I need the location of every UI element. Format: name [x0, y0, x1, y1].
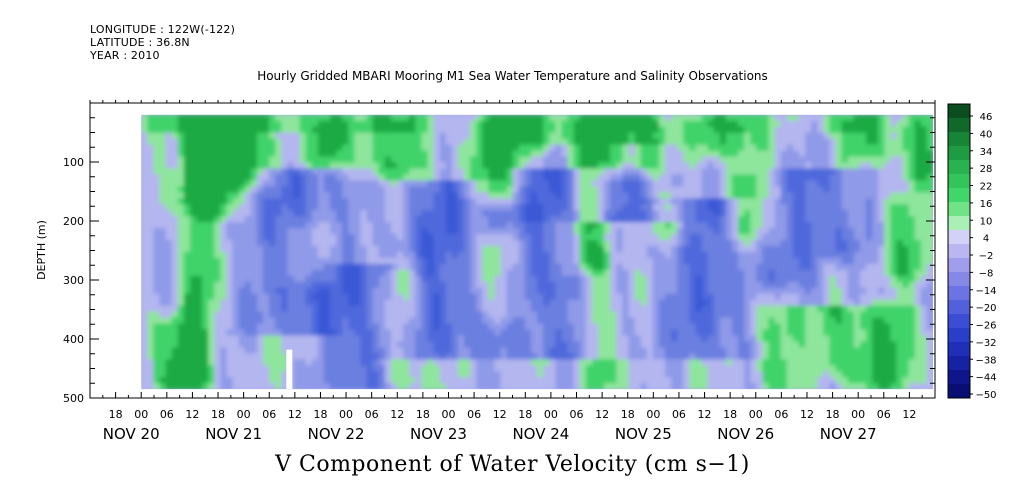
x-hour-tick-label: 06 — [877, 408, 891, 421]
x-hour-tick-label: 06 — [262, 408, 276, 421]
x-day-label: NOV 21 — [205, 425, 262, 443]
x-hour-tick-label: 12 — [595, 408, 609, 421]
x-hour-tick-label: 18 — [621, 408, 635, 421]
colorbar-border — [947, 103, 971, 399]
x-hour-tick-label: 06 — [774, 408, 788, 421]
colorbar: 46 40 34 28 22 16 10 4 −2 −8 −14 −20 −26 −32 −38 −44 −50 — [947, 103, 997, 401]
colorbar-label: −26 — [975, 321, 996, 332]
x-hour-tick-label: 12 — [288, 408, 302, 421]
colorbar-label: −32 — [975, 338, 996, 349]
x-hour-tick-label: 06 — [467, 408, 481, 421]
colorbar-label: 34 — [980, 147, 993, 158]
colorbar-label: 28 — [980, 164, 993, 175]
colorbar-label: 22 — [980, 182, 993, 193]
x-hour-tick-label: 00 — [339, 408, 353, 421]
y-tick-label: 200 — [63, 215, 84, 228]
x-day-label: NOV 24 — [512, 425, 569, 443]
variable-label: V Component of Water Velocity (cm s−1) — [275, 452, 750, 477]
x-hour-tick-label: 00 — [851, 408, 865, 421]
x-day-label: NOV 26 — [717, 425, 774, 443]
field-cells — [141, 114, 934, 390]
colorbar-label: 46 — [980, 112, 993, 123]
y-axis: 100 200 300 400 500 DEPTH (m) — [35, 117, 935, 405]
x-day-label: NOV 27 — [820, 425, 877, 443]
year-label: YEAR : 2010 — [90, 49, 160, 62]
x-hour-tick-label: 18 — [723, 408, 737, 421]
x-hour-tick-label: 12 — [698, 408, 712, 421]
x-hour-tick-label: 06 — [160, 408, 174, 421]
colorbar-label: 4 — [983, 234, 989, 245]
colorbar-label: −8 — [979, 268, 994, 279]
x-hour-tick-label: 00 — [441, 408, 455, 421]
x-hour-tick-label: 18 — [416, 408, 430, 421]
y-tick-label: 100 — [63, 156, 84, 169]
x-hour-tick-label: 12 — [902, 408, 916, 421]
x-hour-tick-label: 06 — [365, 408, 379, 421]
x-axis: 18 00 06 12 18 00 06 12 18 00 06 12 18 00 06 12 18 00 06 12… — [89, 392, 936, 443]
x-hour-tick-label: 12 — [390, 408, 404, 421]
y-tick-label: 300 — [63, 274, 84, 287]
y-axis-title: DEPTH (m) — [35, 220, 48, 280]
colorbar-label: −2 — [979, 251, 994, 262]
colorbar-label: 16 — [980, 199, 993, 210]
x-hour-tick-label: 00 — [544, 408, 558, 421]
x-hour-tick-label: 18 — [518, 408, 532, 421]
colorbar-label: 10 — [980, 216, 993, 227]
latitude-label: LATITUDE : 36.8N — [90, 36, 190, 49]
x-hour-tick-label: 06 — [672, 408, 686, 421]
x-hour-tick-label: 00 — [749, 408, 763, 421]
x-day-label: NOV 20 — [103, 425, 160, 443]
x-hour-tick-label: 12 — [185, 408, 199, 421]
x-hour-tick-label: 18 — [211, 408, 225, 421]
colorbar-label: −38 — [975, 355, 996, 366]
chart-title: Hourly Gridded MBARI Mooring M1 Sea Wate… — [257, 69, 768, 83]
x-hour-tick-label: 12 — [800, 408, 814, 421]
x-hour-tick-label: 18 — [313, 408, 327, 421]
data-gap — [286, 349, 293, 390]
longitude-label: LONGITUDE : 122W(-122) — [90, 23, 236, 36]
x-day-label: NOV 25 — [615, 425, 672, 443]
x-hour-tick-label: 06 — [570, 408, 584, 421]
x-hour-tick-label: 18 — [109, 408, 123, 421]
y-tick-label: 400 — [63, 333, 84, 346]
x-day-label: NOV 22 — [308, 425, 365, 443]
colorbar-label: −44 — [975, 373, 996, 384]
colorbar-label: −20 — [975, 303, 996, 314]
x-hour-tick-label: 18 — [826, 408, 840, 421]
colorbar-label: 40 — [980, 129, 993, 140]
colorbar-label: −50 — [975, 390, 996, 401]
x-hour-tick-label: 00 — [134, 408, 148, 421]
x-hour-tick-label: 00 — [646, 408, 660, 421]
y-tick-label: 500 — [63, 392, 84, 405]
x-hour-tick-label: 00 — [237, 408, 251, 421]
colorbar-label: −14 — [975, 286, 996, 297]
heatmap-field — [141, 114, 934, 390]
x-hour-tick-label: 12 — [493, 408, 507, 421]
x-day-label: NOV 23 — [410, 425, 467, 443]
